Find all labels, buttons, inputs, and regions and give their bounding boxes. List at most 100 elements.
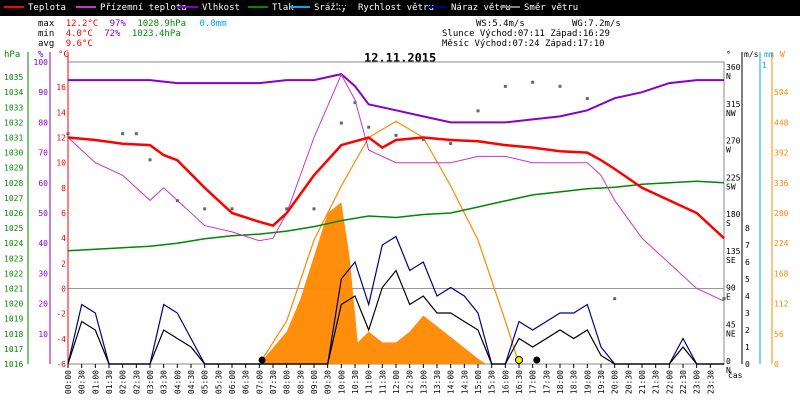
wind-dir-tick: 0 (726, 357, 731, 366)
x-tick-label: 13:30 (433, 370, 442, 394)
stat-max-press: 1028.9hPa (137, 19, 187, 29)
x-tick-label: 17:00 (529, 370, 538, 394)
legend-item: Přízemní teplota (76, 0, 187, 16)
sunrise-marker (258, 356, 266, 364)
temperature-axis-label: °C (58, 50, 69, 60)
series-line (67, 269, 724, 365)
humidity-tick: 70 (38, 149, 48, 158)
stat-max-temp: 12.2°C (65, 19, 99, 29)
stats-max-row: max 12.2°C 97% 1028.9hPa 0.0mm (38, 19, 227, 29)
pressure-tick: 1035 (4, 73, 23, 82)
stats-min-row: min 4.0°C 72% 1023.4hPa (38, 29, 181, 39)
temperature-tick: 16 (56, 83, 66, 92)
x-tick-label: 07:00 (255, 370, 264, 394)
wind-dir-point (230, 207, 234, 211)
pressure-tick: 1021 (4, 285, 23, 294)
temperature-tick: 0 (61, 285, 66, 294)
pressure-tick: 1029 (4, 164, 23, 173)
wind-dir-point (476, 109, 480, 113)
x-tick-label: 01:00 (91, 370, 100, 394)
x-tick-label: 06:30 (242, 370, 251, 394)
solar-axis-label: W (780, 50, 785, 59)
stat-min-temp: 4.0°C (65, 29, 93, 39)
stat-max-hum: 97% (109, 19, 126, 29)
wind-speed-tick: 4 (745, 292, 750, 301)
stat-avg-temp: 9.6°C (65, 39, 93, 49)
x-tick-label: 03:00 (146, 370, 155, 394)
wind-dir-point (558, 84, 562, 88)
wind-speed-tick: 7 (745, 241, 750, 250)
series-line (68, 73, 724, 124)
series-line (67, 73, 725, 302)
humidity-tick: 40 (38, 239, 48, 248)
pressure-tick: 1023 (4, 254, 23, 263)
wind-speed-tick: 3 (745, 309, 750, 318)
legend-label: Náraz větru (451, 3, 511, 13)
wind-dir-tick-label: E (726, 293, 731, 302)
plot-frame (67, 61, 725, 365)
wind-dir-point (134, 132, 138, 136)
wind-dir-tick: 45 (726, 320, 736, 329)
solar-tick: 56 (774, 330, 784, 339)
wind-dir-point (394, 133, 398, 137)
x-tick-label: 11:30 (378, 370, 387, 394)
wind-dir-point (175, 199, 179, 203)
solar-tick: 224 (774, 239, 789, 248)
wind-speed-axis-label: m/s (744, 50, 759, 59)
wind-dir-axis-label: ° (726, 50, 731, 59)
temperature-tick: 8 (61, 184, 66, 193)
x-tick-label: 07:30 (269, 370, 278, 394)
temperature-tick: 14 (56, 108, 66, 117)
x-tick-label: 06:00 (228, 370, 237, 394)
wind-dir-point (613, 297, 617, 301)
rain-tick: 1 (762, 61, 767, 70)
temperature-tick: 10 (56, 159, 66, 168)
stat-ws: WS:5.4m/s (476, 19, 525, 29)
humidity-tick: 20 (38, 300, 48, 309)
stat-avg-label: avg (38, 39, 55, 49)
x-tick-label: 16:30 (515, 370, 524, 394)
pressure-tick: 1019 (4, 315, 23, 324)
wind-dir-tick-label: N (726, 72, 731, 81)
x-tick-label: 22:30 (679, 370, 688, 394)
wind-dir-tick: 360 (726, 63, 741, 72)
x-tick-label: 13:00 (419, 370, 428, 394)
temperature-tick: -6 (56, 360, 66, 369)
wind-dir-point (148, 158, 152, 162)
legend-item: Vlhkost (178, 0, 240, 16)
wind-dir-tick: 180 (726, 210, 741, 219)
wind-dir-point (722, 297, 726, 301)
sunset-marker (515, 356, 523, 364)
pressure-tick: 1032 (4, 118, 23, 127)
stat-sun-text: Slunce Východ:07:11 Západ:16:29 (442, 29, 610, 39)
x-tick-label: 02:30 (132, 370, 141, 394)
legend-swatch (334, 5, 354, 8)
x-tick-label: 14:00 (447, 370, 456, 394)
x-tick-label: 09:00 (310, 370, 319, 394)
temperature-tick: -4 (56, 335, 66, 344)
wind-dir-tick-label: S (726, 219, 731, 228)
temperature-tick: 12 (56, 134, 66, 143)
series-line (67, 180, 725, 252)
x-tick-label: 03:30 (160, 370, 169, 394)
temperature-tick: 6 (61, 209, 66, 218)
stat-min-hum: 72% (104, 29, 121, 39)
chart-legend: Teplota Přízemní teplota Vlhkost Tlak Srážky… (0, 0, 800, 16)
solar-tick: 112 (774, 300, 789, 309)
legend-swatch (4, 5, 24, 8)
x-tick-label: 18:30 (570, 370, 579, 394)
x-tick-label: 10:30 (351, 370, 360, 394)
legend-item: Směr větru (500, 0, 578, 16)
solar-tick: 392 (774, 149, 789, 158)
wind-dir-tick-label: NW (726, 109, 736, 118)
wind-dir-point (203, 207, 207, 211)
series-line (67, 235, 724, 365)
pressure-tick: 1026 (4, 209, 23, 218)
stats-avg-row: avg 9.6°C (38, 39, 93, 49)
x-tick-label: 23:00 (693, 370, 702, 394)
legend-label: Rychlost větru (358, 3, 434, 13)
legend-item: Teplota (4, 0, 66, 16)
wind-speed-tick: 6 (745, 258, 750, 267)
